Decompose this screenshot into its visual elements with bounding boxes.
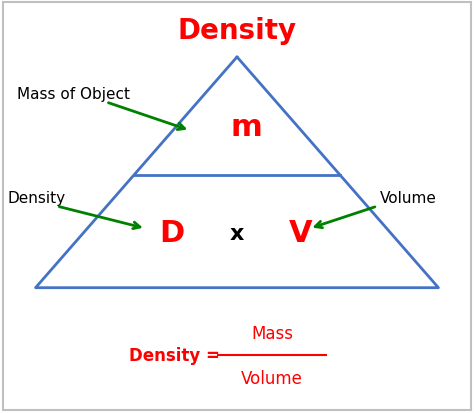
Text: Density: Density: [8, 191, 65, 206]
Text: Volume: Volume: [241, 369, 303, 387]
Text: Mass: Mass: [251, 324, 293, 342]
Text: Density =: Density =: [129, 346, 226, 364]
Text: Mass of Object: Mass of Object: [17, 87, 130, 102]
Text: x: x: [230, 223, 244, 243]
Text: V: V: [288, 218, 312, 247]
Text: Volume: Volume: [380, 191, 437, 206]
Text: Density: Density: [177, 17, 297, 45]
Text: m: m: [230, 113, 262, 142]
Text: D: D: [159, 218, 184, 247]
